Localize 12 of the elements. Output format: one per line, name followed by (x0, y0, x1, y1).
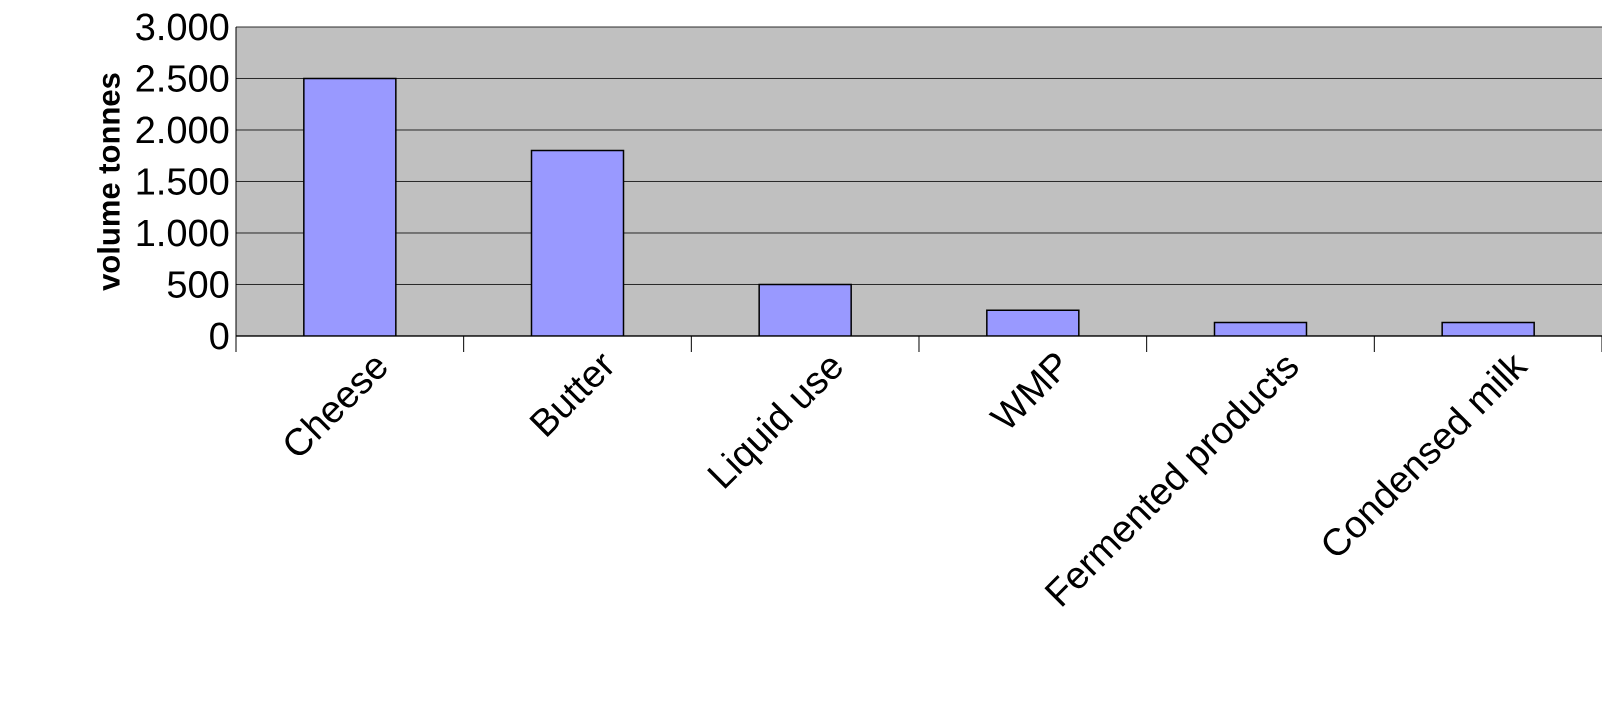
bar (758, 283, 852, 336)
y-tick-label: 1.500 (137, 168, 229, 195)
y-tick-label: 500 (167, 271, 229, 298)
y-tick-label: 3.000 (136, 13, 229, 41)
bar (530, 149, 625, 336)
y-axis-title: volume tonnes (97, 73, 120, 291)
y-tick-label: 2.000 (136, 116, 229, 144)
y-tick-label: 1.000 (137, 219, 229, 247)
y-tick-label: 2.500 (136, 65, 229, 92)
bar (303, 77, 397, 336)
y-tick-label: 0 (210, 322, 229, 350)
bar (986, 309, 1080, 336)
